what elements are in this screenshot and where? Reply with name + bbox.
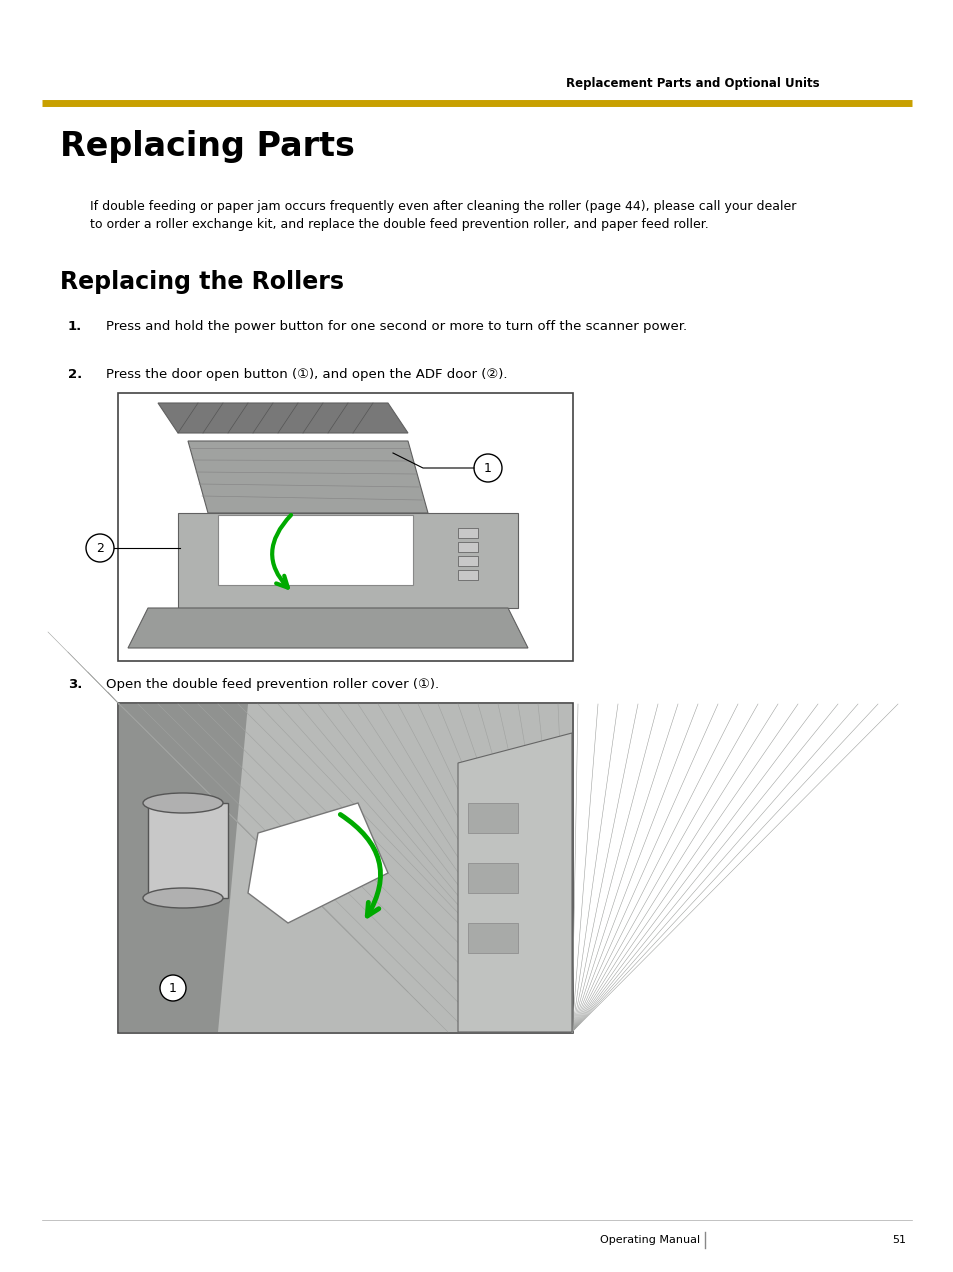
Text: Press the door open button (①), and open the ADF door (②).: Press the door open button (①), and open… bbox=[106, 368, 507, 382]
Bar bbox=[148, 803, 228, 898]
Bar bbox=[119, 703, 572, 1032]
Polygon shape bbox=[128, 608, 527, 647]
Bar bbox=[457, 528, 477, 538]
Text: Open the double feed prevention roller cover (①).: Open the double feed prevention roller c… bbox=[106, 678, 438, 691]
Text: Operating Manual: Operating Manual bbox=[599, 1235, 700, 1245]
Bar bbox=[468, 803, 517, 833]
Text: Replacing Parts: Replacing Parts bbox=[60, 130, 355, 163]
Text: Replacement Parts and Optional Units: Replacement Parts and Optional Units bbox=[566, 78, 820, 90]
Bar bbox=[457, 542, 477, 552]
Bar bbox=[218, 515, 413, 585]
FancyArrowPatch shape bbox=[272, 515, 291, 588]
Circle shape bbox=[160, 976, 186, 1001]
Polygon shape bbox=[248, 803, 388, 923]
Text: 1.: 1. bbox=[68, 321, 82, 333]
Text: 2.: 2. bbox=[68, 368, 82, 382]
Text: to order a roller exchange kit, and replace the double feed prevention roller, a: to order a roller exchange kit, and repl… bbox=[90, 218, 708, 232]
Polygon shape bbox=[178, 513, 517, 608]
FancyArrowPatch shape bbox=[340, 814, 380, 916]
Polygon shape bbox=[119, 703, 248, 1032]
Text: 3.: 3. bbox=[68, 678, 82, 691]
Text: 1: 1 bbox=[483, 462, 492, 474]
Bar bbox=[457, 556, 477, 566]
Text: 1: 1 bbox=[169, 982, 176, 995]
Polygon shape bbox=[457, 733, 572, 1032]
Bar bbox=[468, 862, 517, 893]
Bar bbox=[457, 570, 477, 580]
Circle shape bbox=[86, 534, 113, 562]
Ellipse shape bbox=[143, 888, 223, 908]
Ellipse shape bbox=[143, 792, 223, 813]
Circle shape bbox=[474, 454, 501, 482]
Text: Press and hold the power button for one second or more to turn off the scanner p: Press and hold the power button for one … bbox=[106, 321, 686, 333]
Text: Replacing the Rollers: Replacing the Rollers bbox=[60, 270, 344, 294]
Polygon shape bbox=[188, 441, 428, 513]
Bar bbox=[118, 703, 573, 1033]
Bar bbox=[468, 923, 517, 953]
Text: If double feeding or paper jam occurs frequently even after cleaning the roller : If double feeding or paper jam occurs fr… bbox=[90, 200, 796, 212]
Text: 51: 51 bbox=[891, 1235, 905, 1245]
Polygon shape bbox=[158, 403, 408, 432]
Bar bbox=[118, 393, 573, 661]
Text: 2: 2 bbox=[96, 542, 104, 555]
